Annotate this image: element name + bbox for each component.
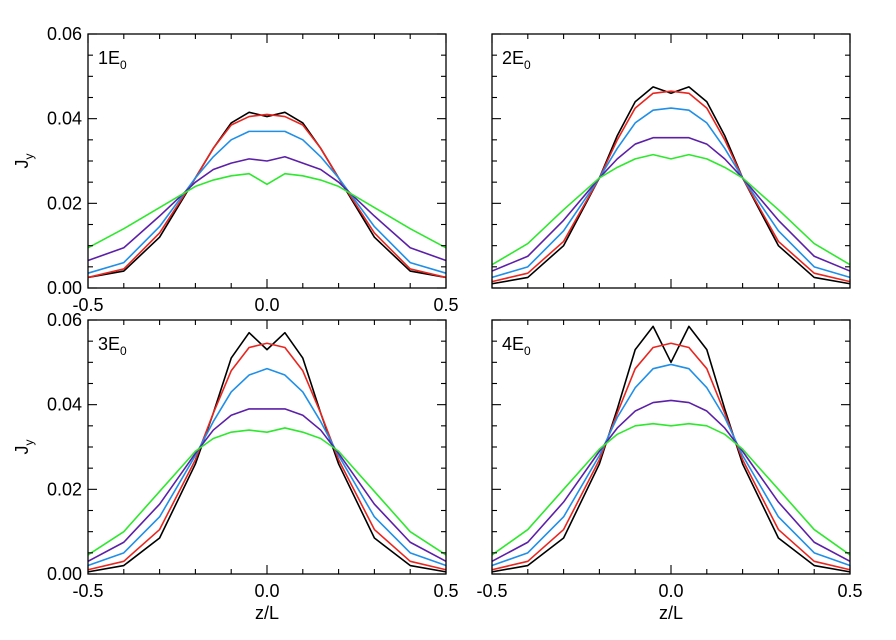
panel-label-main: 2E [502, 48, 524, 68]
series-line-1 [87, 111, 447, 279]
panel-1: 0.00 0.02 0.04 0.06 -0.5 0.0 0.5 1E0 Jy [12, 24, 459, 315]
y-axis-title: Jy [12, 440, 36, 455]
series-line-4 [87, 155, 447, 262]
x-tick-label: 0.0 [658, 581, 683, 601]
x-axis-title: z/L [255, 603, 279, 623]
panel-4: -0.5 0.0 0.5 4E0 z/L [476, 319, 863, 623]
y-tick-label: 0.04 [47, 395, 82, 415]
y-axis-title-main: J [12, 160, 32, 169]
y-tick-label: 0.06 [47, 24, 82, 44]
y-axis-title-subscript: y [22, 440, 36, 446]
series-line-4 [491, 136, 851, 272]
series-line-4 [87, 408, 447, 563]
series-line-3 [87, 367, 447, 567]
y-tick-label: 0.04 [47, 109, 82, 129]
series-line-3 [491, 107, 851, 279]
series-line-5 [87, 172, 447, 249]
panel-label-main: 3E [98, 334, 120, 354]
series-line-1 [491, 325, 851, 573]
y-tick-label: 0.00 [47, 278, 82, 298]
series-line-5 [491, 422, 851, 556]
x-axis-title: z/L [659, 603, 683, 623]
y-tick-label: 0.00 [47, 564, 82, 584]
series-line-3 [491, 363, 851, 567]
panel-label: 4E0 [502, 334, 531, 358]
series-line-1 [491, 86, 851, 285]
y-tick-label: 0.06 [47, 310, 82, 330]
x-tick-label: 0.0 [254, 581, 279, 601]
panel-2: 2E0 [491, 33, 851, 289]
series-line-5 [87, 427, 447, 556]
x-tick-label: 0.5 [837, 581, 862, 601]
series-line-2 [87, 113, 447, 279]
x-tick-label: 0.0 [254, 295, 279, 315]
panel-label-subscript: 0 [120, 58, 127, 72]
x-tick-label: -0.5 [72, 295, 103, 315]
series-line-4 [491, 399, 851, 563]
panel-label: 1E0 [98, 48, 127, 72]
x-tick-label: -0.5 [476, 581, 507, 601]
panel-label-main: 1E [98, 48, 120, 68]
y-axis-title: Jy [12, 154, 36, 169]
panel-3: 0.00 0.02 0.04 0.06 -0.5 0.0 0.5 3E0 Jy z/L [12, 310, 459, 623]
y-axis-title-main: J [12, 446, 32, 455]
series-line-3 [87, 130, 447, 274]
x-tick-label: -0.5 [72, 581, 103, 601]
panel-label: 2E0 [502, 48, 531, 72]
series-line-2 [87, 342, 447, 571]
y-tick-label: 0.02 [47, 479, 82, 499]
panel-label-subscript: 0 [120, 344, 127, 358]
series-line-2 [491, 342, 851, 571]
x-tick-label: 0.5 [433, 295, 458, 315]
panel-label-subscript: 0 [524, 344, 531, 358]
series-line-1 [87, 331, 447, 573]
series-line-2 [491, 90, 851, 283]
panel-label-subscript: 0 [524, 58, 531, 72]
series-line-5 [491, 153, 851, 266]
y-axis-title-subscript: y [22, 154, 36, 160]
x-tick-label: 0.5 [433, 581, 458, 601]
panel-label: 3E0 [98, 334, 127, 358]
y-tick-label: 0.02 [47, 193, 82, 213]
panel-label-main: 4E [502, 334, 524, 354]
